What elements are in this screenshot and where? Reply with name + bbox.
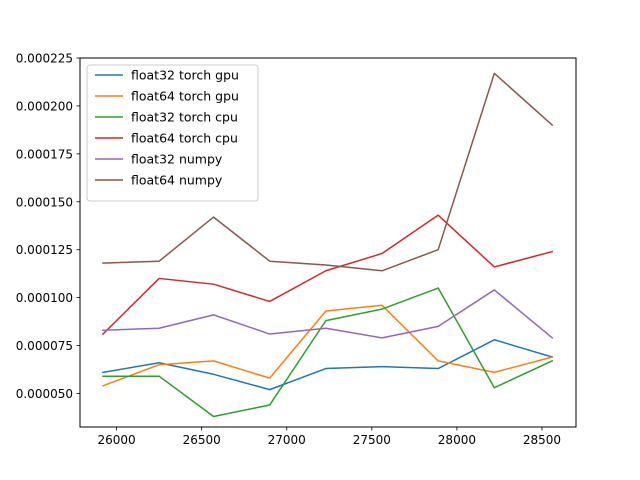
legend-label: float32 torch gpu — [131, 68, 239, 83]
legend-label: float64 torch cpu — [131, 131, 238, 146]
series-line-0 — [102, 339, 554, 391]
x-tick-label: 27500 — [353, 433, 391, 447]
x-tick-label: 26000 — [97, 433, 135, 447]
series-line-4 — [102, 289, 554, 339]
legend-label: float32 torch cpu — [131, 110, 238, 125]
y-axis: 0.000050 0.000075 0.000100 0.000125 0.000150… — [16, 52, 80, 401]
series-line-2 — [102, 287, 554, 418]
series-line-1 — [102, 304, 554, 387]
x-tick-label: 26500 — [183, 433, 221, 447]
legend-label: float64 numpy — [131, 173, 223, 188]
y-tick-label: 0.000175 — [16, 147, 73, 161]
y-tick-label: 0.000150 — [16, 195, 73, 209]
series-line-3 — [101, 214, 554, 336]
series-layer — [101, 72, 554, 418]
legend-label: float64 torch gpu — [131, 89, 239, 104]
y-tick-label: 0.000200 — [16, 99, 73, 113]
x-tick-label: 28000 — [438, 433, 476, 447]
x-tick-label: 28500 — [523, 433, 561, 447]
legend-box — [86, 64, 259, 202]
y-tick-label: 0.000075 — [16, 339, 73, 353]
x-tick-label: 27000 — [268, 433, 306, 447]
legend: float32 torch gpu float64 torch gpu float3… — [86, 64, 259, 202]
series-line-5 — [102, 72, 554, 272]
y-tick-label: 0.000050 — [16, 387, 73, 401]
y-tick-label: 0.000100 — [16, 291, 73, 305]
x-axis: 26000 26500 27000 27500 28000 28500 — [97, 427, 561, 447]
plot-frame — [79, 57, 577, 428]
legend-label: float32 numpy — [131, 152, 223, 167]
y-tick-label: 0.000225 — [16, 52, 73, 66]
y-tick-label: 0.000125 — [16, 243, 73, 257]
